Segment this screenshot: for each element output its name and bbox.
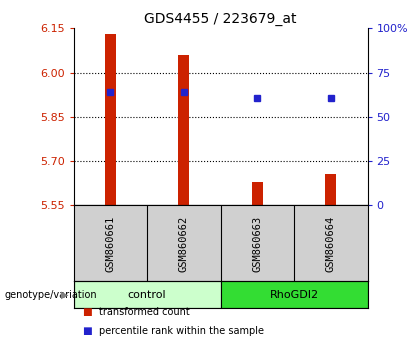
Text: ■: ■ [82,326,92,336]
Bar [74,281,220,308]
Text: percentile rank within the sample: percentile rank within the sample [99,326,264,336]
Bar [325,174,336,205]
Bar [105,34,116,205]
Text: control: control [128,290,166,300]
Bar [252,182,263,205]
Text: GSM860662: GSM860662 [179,215,189,272]
Text: transformed count: transformed count [99,307,189,316]
Text: genotype/variation: genotype/variation [4,290,97,300]
Bar [178,55,189,205]
Text: GSM860663: GSM860663 [252,215,262,272]
Text: GSM860661: GSM860661 [105,215,115,272]
Text: ▶: ▶ [61,290,68,300]
Title: GDS4455 / 223679_at: GDS4455 / 223679_at [144,12,297,26]
Bar [220,281,368,308]
Text: GSM860664: GSM860664 [326,215,336,272]
Text: ■: ■ [82,307,92,316]
Text: RhoGDI2: RhoGDI2 [270,290,318,300]
